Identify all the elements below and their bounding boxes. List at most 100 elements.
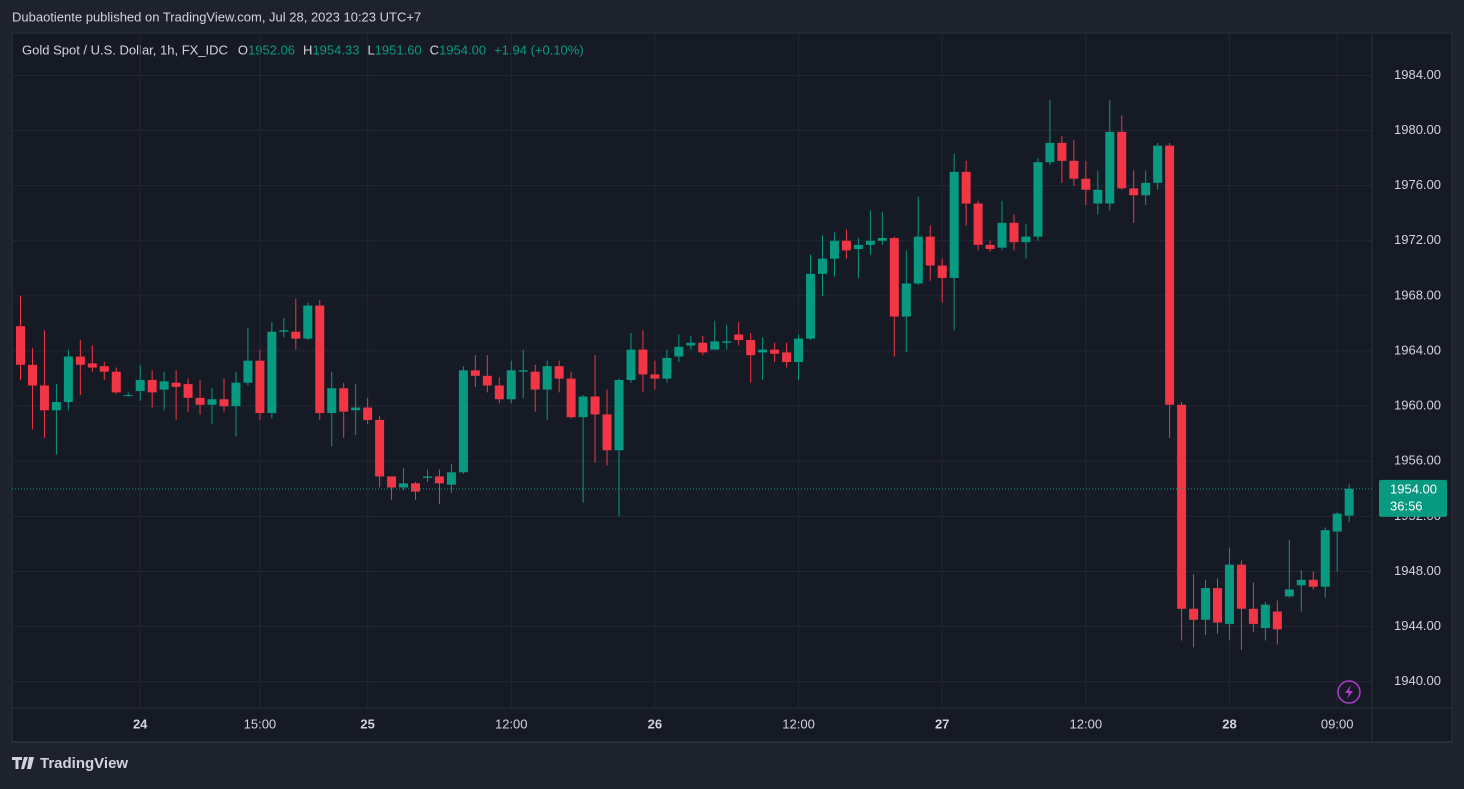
candle-body [75,356,85,365]
candle-body [794,338,804,363]
candle-body [1081,178,1091,190]
candle-body [63,356,73,403]
candle-body [901,283,911,317]
candle-body [494,385,504,400]
price-tag [1379,479,1447,517]
y-tick-label: 1948.00 [1394,563,1441,578]
candle-body [279,330,289,332]
y-tick-label: 1984.00 [1394,67,1441,82]
price-tag-countdown: 36:56 [1390,498,1423,513]
candle-body [841,240,851,251]
candle-body [1332,513,1342,532]
brand-name: TradingView [40,755,128,772]
candle-body [135,379,145,391]
candle-body [219,399,229,407]
candle-body [913,236,923,284]
candle-body [1069,160,1079,179]
candle-body [1045,142,1055,163]
candle-body [506,370,516,400]
candle-body [817,258,827,274]
y-tick-label: 1956.00 [1394,453,1441,468]
candle-body [1272,611,1282,630]
candle-body [411,483,421,492]
candle-body [1129,188,1139,196]
chart-panel [11,32,1453,743]
x-tick-label: 09:00 [1321,716,1354,731]
candle-body [458,370,468,473]
candle-body [1021,236,1031,243]
x-tick-label: 25 [360,716,374,731]
candle-body [1057,142,1067,161]
candle-body [243,360,253,383]
candle-body [734,334,744,340]
x-tick-label: 12:00 [782,716,815,731]
candle-body [1344,488,1354,516]
x-tick-label: 27 [935,716,949,731]
candle-body [1141,182,1151,196]
candle-body [925,236,935,266]
candle-body [1201,588,1211,620]
candle-body [147,379,157,393]
candle-body [853,244,863,250]
candle-body [554,366,564,379]
candle-body [638,349,648,375]
legend-value: 1952.06 [248,42,295,57]
candle-body [1105,131,1115,204]
x-tick-label: 15:00 [244,716,277,731]
legend-key: O [238,42,248,57]
candle-body [255,360,265,414]
x-tick-label: 12:00 [495,716,528,731]
candle-body [889,237,899,317]
candle-body [1248,608,1258,624]
candle-body [195,397,205,405]
candle-body [123,395,133,397]
candle-body [446,472,456,485]
candle-body [614,379,624,451]
candle-body [674,346,684,357]
candle-body [650,374,660,379]
candle-body [662,357,672,379]
candle-body [1033,162,1043,237]
y-tick-label: 1960.00 [1394,398,1441,413]
candle-body [327,388,337,414]
candle-body [518,370,528,372]
candle-body [590,396,600,415]
candle-body [530,371,540,390]
candle-body [315,305,325,414]
candle-body [1236,564,1246,609]
candle-body [111,371,121,393]
candle-body [782,352,792,363]
y-tick-label: 1944.00 [1394,618,1441,633]
y-tick-label: 1976.00 [1394,177,1441,192]
candle-body [482,375,492,386]
candle-body [1296,579,1306,586]
candle-body [39,385,49,411]
alert-bolt [1345,685,1353,699]
candle-body [339,388,349,412]
candle-body [87,363,97,368]
candle-body [183,384,193,398]
candle-body [16,326,25,365]
candle-body [1177,404,1187,609]
price-tag-value: 1954.00 [1390,481,1437,496]
legend-change: +1.94 (+0.10%) [494,42,584,57]
candle-body [806,273,816,339]
candle-body [1189,608,1199,620]
candle-body [267,331,277,414]
candle-body [351,407,361,411]
candle-body [758,349,768,353]
candle-body [1224,564,1234,624]
candle-body [1093,189,1103,204]
candle-body [1117,131,1127,189]
candle-body [566,378,576,418]
candle-body [578,396,588,418]
x-tick-label: 24 [133,716,148,731]
candle-body [829,240,839,259]
alert-icon[interactable] [1337,680,1361,704]
legend-key: H [303,42,312,57]
candle-body [686,342,696,346]
candle-body [722,341,732,343]
candle-body [1320,530,1330,587]
x-tick-label: 28 [1222,716,1236,731]
